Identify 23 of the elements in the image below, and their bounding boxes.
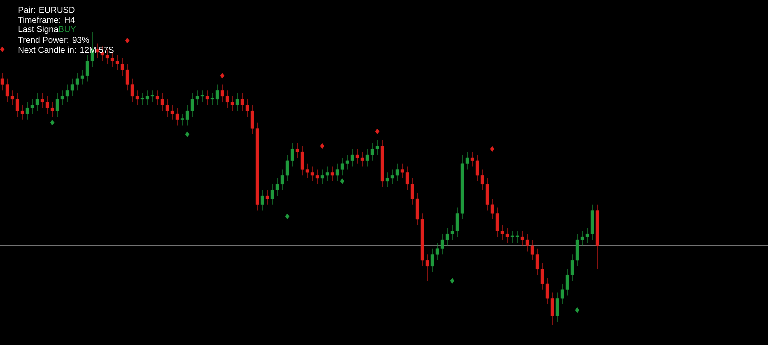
point: [0, 46, 5, 52]
point: [185, 132, 190, 138]
point: [285, 214, 290, 220]
candlestick: [236, 93, 240, 112]
point: [340, 178, 345, 184]
candlestick: [330, 166, 334, 182]
point: [375, 128, 380, 134]
point: [450, 278, 455, 284]
point: [320, 143, 325, 150]
point: [490, 146, 495, 152]
candlestick: [206, 90, 210, 106]
annotation: Trend Power: 93%: [18, 36, 90, 44]
annotation: Next Candle in: 12M 57S: [18, 46, 114, 54]
annotation: Last Signa: [18, 26, 59, 34]
point: [220, 73, 225, 79]
point: [125, 38, 130, 44]
candlestick: [260, 190, 264, 212]
text: Timeframe: H4: [18, 16, 76, 24]
annotation: BUY: [59, 26, 76, 32]
candlestick: [266, 190, 270, 206]
point: [50, 120, 55, 126]
point: [575, 308, 580, 314]
text: Pair: EURUSD: [18, 6, 75, 14]
